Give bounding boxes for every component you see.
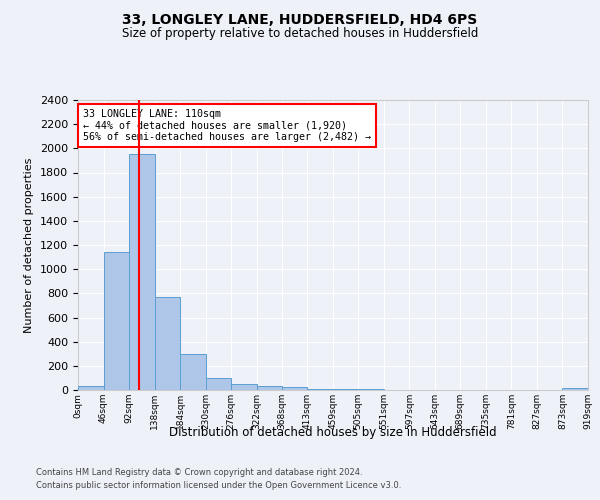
Text: Contains public sector information licensed under the Open Government Licence v3: Contains public sector information licen… — [36, 480, 401, 490]
Bar — [307, 389, 333, 390]
Bar — [231, 384, 257, 390]
Bar — [206, 378, 231, 390]
Y-axis label: Number of detached properties: Number of detached properties — [25, 158, 34, 332]
Bar — [180, 354, 206, 390]
Text: 33 LONGLEY LANE: 110sqm
← 44% of detached houses are smaller (1,920)
56% of semi: 33 LONGLEY LANE: 110sqm ← 44% of detache… — [83, 108, 371, 142]
Bar — [78, 386, 104, 390]
Text: 33, LONGLEY LANE, HUDDERSFIELD, HD4 6PS: 33, LONGLEY LANE, HUDDERSFIELD, HD4 6PS — [122, 12, 478, 26]
Bar — [155, 297, 180, 390]
Bar — [282, 387, 307, 390]
Bar — [257, 386, 282, 390]
Text: Size of property relative to detached houses in Huddersfield: Size of property relative to detached ho… — [122, 28, 478, 40]
Bar — [333, 389, 358, 390]
Bar — [129, 154, 155, 390]
Bar — [562, 388, 588, 390]
Text: Distribution of detached houses by size in Huddersfield: Distribution of detached houses by size … — [169, 426, 497, 439]
Text: Contains HM Land Registry data © Crown copyright and database right 2024.: Contains HM Land Registry data © Crown c… — [36, 468, 362, 477]
Bar — [104, 252, 129, 390]
